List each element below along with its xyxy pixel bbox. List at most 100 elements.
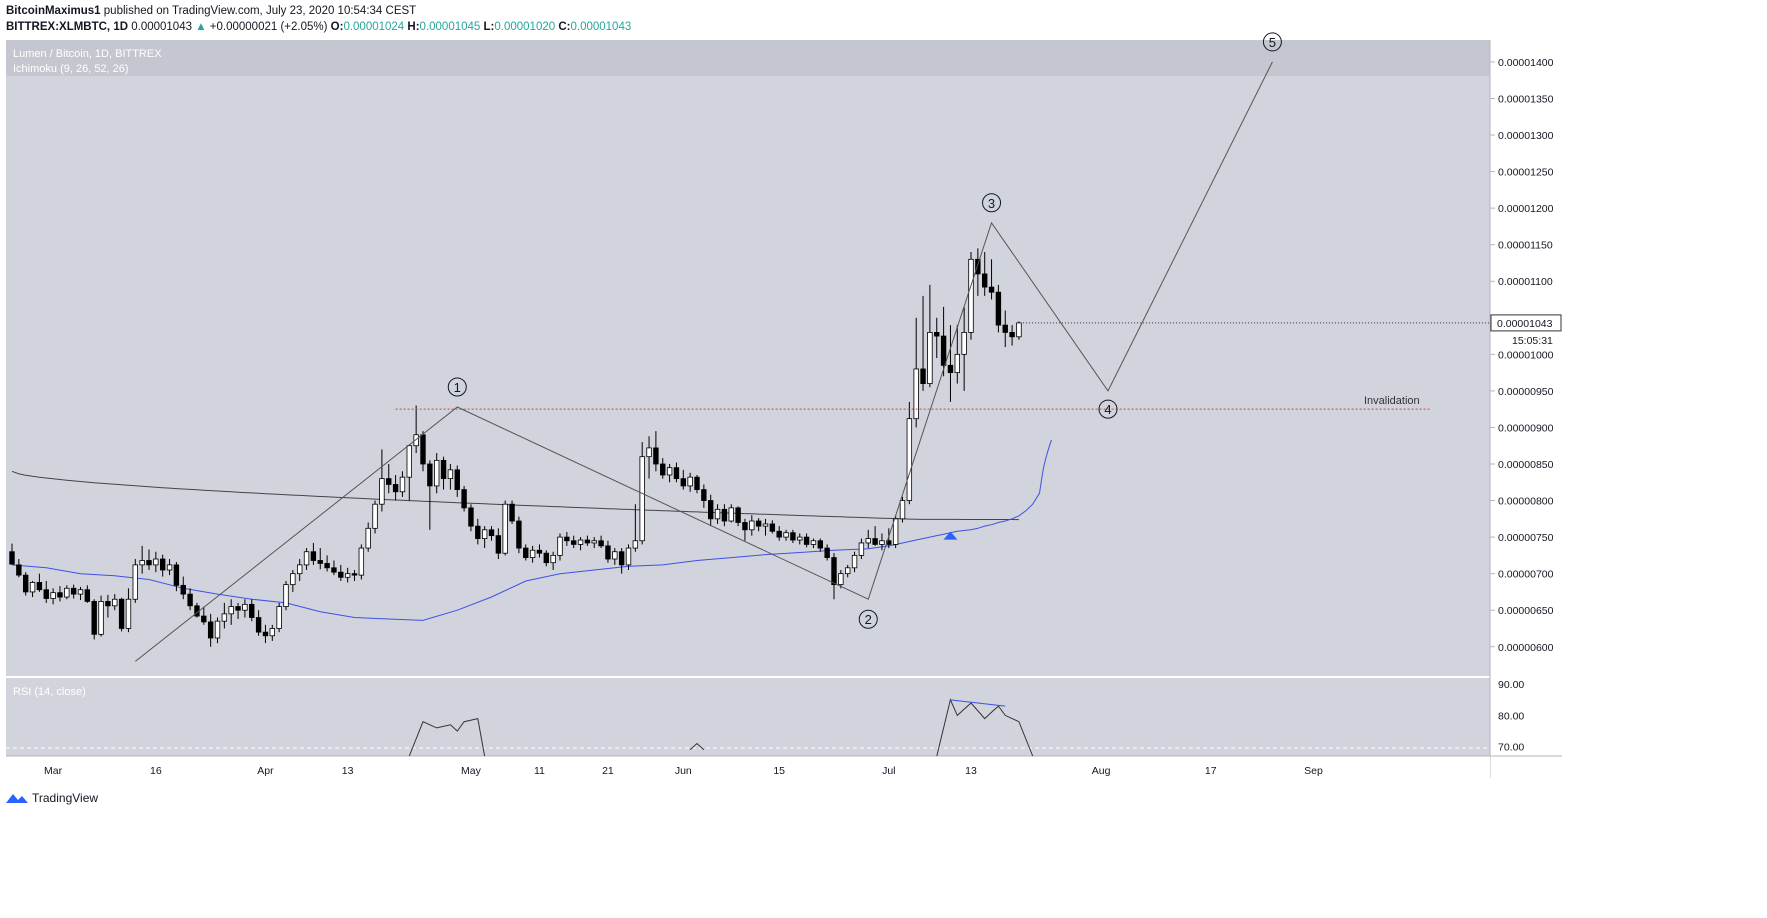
tradingview-brand[interactable]: TradingView xyxy=(32,791,99,805)
price-badge: 0.00001043 15:05:31 xyxy=(1022,314,1562,348)
candle-down xyxy=(1009,332,1015,338)
footer: TradingView xyxy=(6,788,98,808)
candle-up xyxy=(632,540,639,549)
candle-down xyxy=(440,459,447,480)
candle-down xyxy=(975,258,981,275)
moving-average-layer xyxy=(11,439,1052,621)
candle-up xyxy=(838,573,844,586)
candle-up xyxy=(406,445,412,478)
candle-up xyxy=(899,500,906,520)
publish-line: BitcoinMaximus1 published on TradingView… xyxy=(6,5,416,17)
price-badge-box xyxy=(1490,314,1562,332)
candle-down xyxy=(118,598,125,629)
candle-down xyxy=(324,563,330,569)
price-tick-label: 0.00000650 xyxy=(1498,605,1554,617)
candle-down xyxy=(461,489,467,509)
candle-down xyxy=(310,551,317,561)
time-tick-label: Sep xyxy=(1304,765,1323,777)
candle-up xyxy=(29,582,36,593)
candle-down xyxy=(920,368,926,384)
candle-up xyxy=(858,542,865,556)
candle-down xyxy=(509,503,515,522)
candle-down xyxy=(1002,324,1008,333)
author-name[interactable]: BitcoinMaximus1 xyxy=(6,5,101,17)
candle-up xyxy=(529,549,536,558)
time-tick-label: 15 xyxy=(773,765,785,777)
candle-up xyxy=(166,564,173,571)
price-axis[interactable] xyxy=(1490,40,1562,756)
price-tick-label: 0.00001250 xyxy=(1498,167,1554,179)
candle-up xyxy=(132,564,138,600)
candle-down xyxy=(146,560,152,566)
close-value: 0.00001043 xyxy=(570,21,632,33)
candle-down xyxy=(982,273,988,288)
candle-down xyxy=(598,540,604,547)
price-tick-label: 0.00001350 xyxy=(1498,93,1554,105)
candle-up xyxy=(557,536,563,556)
rsi-legend: RSI (14, close) xyxy=(13,686,86,698)
time-axis[interactable] xyxy=(6,756,1490,778)
candle-down xyxy=(207,621,214,639)
candle-up xyxy=(290,573,296,586)
symbol-text: BITTREX:XLMBTC, 1D xyxy=(6,21,129,33)
time-tick-label: Apr xyxy=(257,765,274,777)
high-value: 0.00001045 xyxy=(419,21,481,33)
candle-down xyxy=(255,617,262,633)
candle-up xyxy=(433,459,440,487)
wave-4-circle xyxy=(1098,399,1118,419)
legend-band xyxy=(6,40,1490,76)
candle-down xyxy=(742,522,748,531)
high-label: H: xyxy=(407,21,420,33)
time-tick-label: 21 xyxy=(602,765,614,777)
candle-down xyxy=(680,478,686,487)
wave-2-circle xyxy=(858,609,878,629)
main-pane[interactable] xyxy=(6,40,1490,676)
candle-up xyxy=(550,554,556,564)
candle-up xyxy=(344,573,351,578)
invalidation-label: Invalidation xyxy=(1364,395,1420,407)
candle-down xyxy=(872,538,878,545)
candle-up xyxy=(481,529,488,539)
candle-down xyxy=(721,508,728,522)
candle-up xyxy=(968,258,974,333)
candle-up xyxy=(214,620,221,639)
candle-up xyxy=(612,551,618,560)
candle-down xyxy=(708,500,714,520)
time-tick-label: 13 xyxy=(342,765,354,777)
published-text: published on TradingView.com, July 23, 2… xyxy=(103,5,417,17)
candle-down xyxy=(235,606,241,611)
countdown-box xyxy=(1507,331,1561,348)
time-tick-label: May xyxy=(461,765,482,777)
time-tick-label: 16 xyxy=(150,765,162,777)
wave-1-label: 1 xyxy=(454,380,461,395)
candle-down xyxy=(673,467,680,480)
low-value: 0.00001020 xyxy=(494,21,556,33)
candle-up xyxy=(845,567,851,575)
candle-down xyxy=(43,589,49,599)
rsi-tick-label: 90.00 xyxy=(1498,679,1524,691)
candle-up xyxy=(851,554,858,569)
chart-header: BitcoinMaximus1 published on TradingView… xyxy=(6,0,1761,40)
candle-down xyxy=(159,558,166,571)
candle-up xyxy=(269,628,275,637)
candle-down xyxy=(91,601,97,635)
candle-up xyxy=(646,447,652,458)
candle-up xyxy=(125,598,132,629)
candles-layer xyxy=(9,248,1022,647)
candle-down xyxy=(249,603,255,618)
candle-down xyxy=(57,592,63,598)
candle-down xyxy=(947,364,954,374)
candle-up xyxy=(365,527,371,549)
candle-down xyxy=(516,520,522,549)
candle-up xyxy=(139,560,145,566)
candle-down xyxy=(701,489,707,501)
tradingview-logo-icon[interactable] xyxy=(6,791,28,805)
rsi-line xyxy=(408,698,1034,757)
wave-4-label: 4 xyxy=(1104,402,1111,417)
price-tick-label: 0.00000700 xyxy=(1498,569,1554,581)
rsi-pane[interactable] xyxy=(6,678,1490,756)
candle-down xyxy=(70,587,77,595)
wave-5-circle xyxy=(1262,32,1282,52)
candle-down xyxy=(776,530,782,538)
